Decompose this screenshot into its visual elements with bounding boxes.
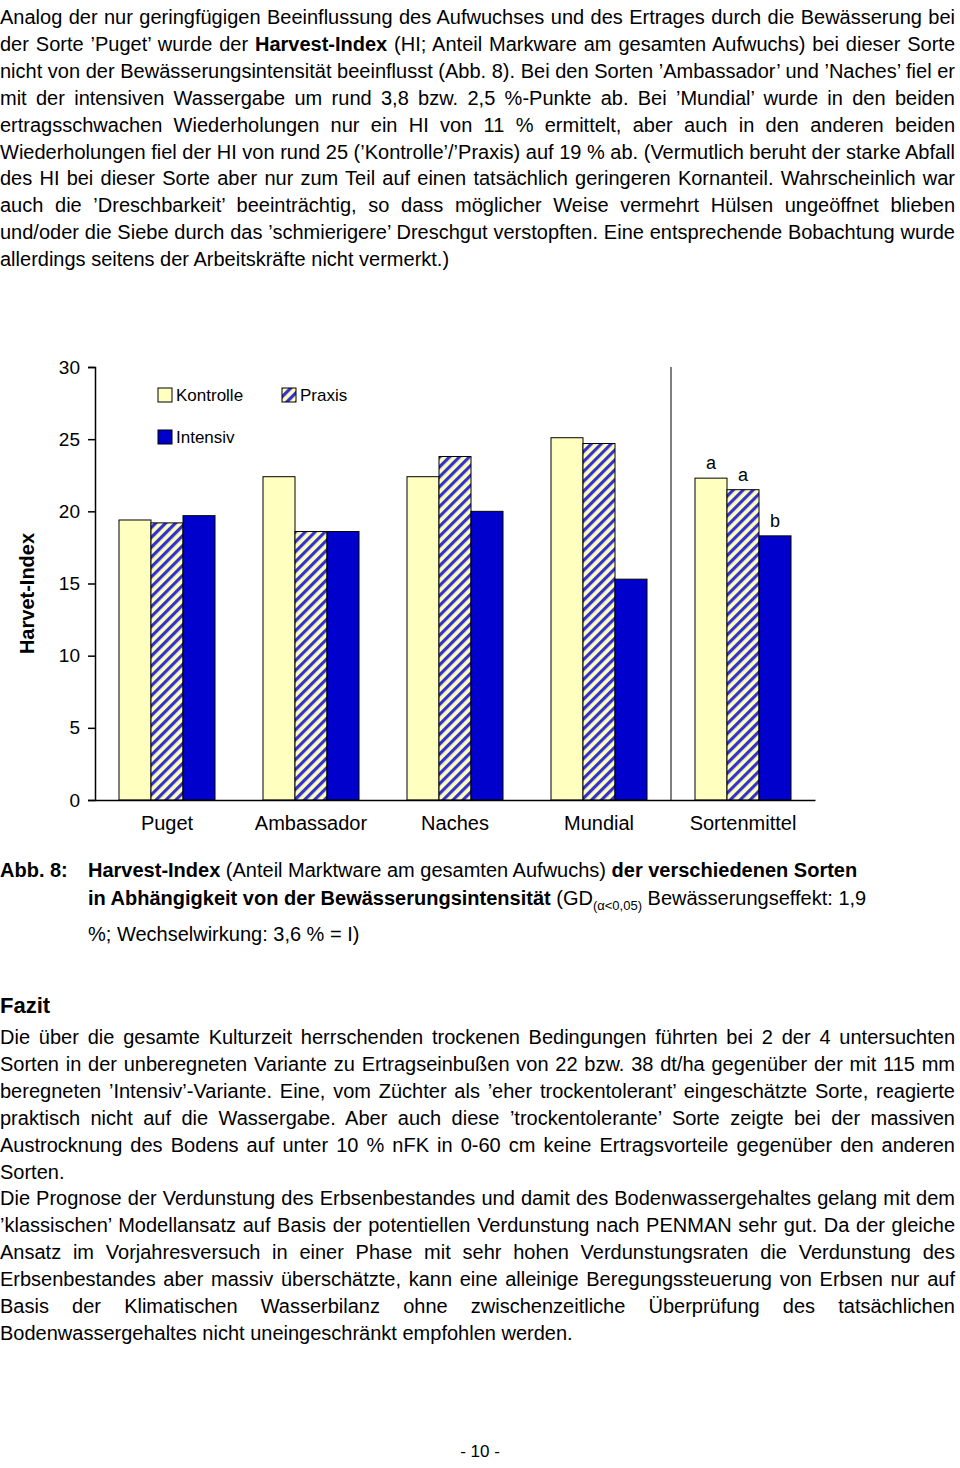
tick-mark (88, 728, 95, 730)
paragraph-group: Die über die gesamte Kulturzeit herrsche… (0, 1024, 955, 1347)
tick-label: 5 (69, 717, 80, 738)
tick: 25 (59, 429, 95, 450)
tick: 30 (59, 357, 95, 378)
legend: Kontrolle Praxis Intensiv (158, 386, 347, 447)
tick-mark (88, 511, 95, 513)
bar (727, 490, 759, 800)
tick: 15 (59, 573, 95, 594)
bar (695, 478, 727, 800)
bar (295, 532, 327, 800)
tick-label: Mundial (564, 812, 634, 834)
text-run: (α<0,05) (593, 898, 642, 913)
heading: Fazit (0, 993, 50, 1019)
paragraph: Analog der nur geringfügigen Beeinflussu… (0, 4, 955, 273)
tick-label: 30 (59, 357, 80, 378)
tick: Sortenmittel (690, 800, 797, 834)
bar (471, 511, 503, 800)
bar (551, 438, 583, 800)
tick-label: Sortenmittel (690, 812, 797, 834)
tick-label: 10 (59, 645, 80, 666)
chart-svg: 0 5 10 15 20 25 30 Puget Ambassador Naches Mundial… (0, 340, 960, 860)
bar (183, 516, 215, 800)
annotation: a (706, 453, 717, 473)
tick-mark (88, 655, 95, 657)
text-run: (Anteil Marktware am gesamten Aufwuchs) (220, 859, 606, 881)
caption-body: Harvest-Index (Anteil Marktware am gesam… (88, 856, 875, 948)
tick: Puget (141, 800, 194, 834)
paragraph-text: Die Prognose der Verdunstung des Erbsenb… (0, 1185, 955, 1346)
annotation: b (770, 511, 780, 531)
tick: Naches (421, 800, 489, 834)
tick: 0 (69, 790, 95, 811)
tick-label: 20 (59, 501, 80, 522)
text-run: (GD (551, 887, 593, 909)
tick: Ambassador (255, 800, 368, 834)
tick-label: 0 (69, 790, 80, 811)
legend-item: Intensiv (158, 428, 235, 447)
bar (327, 532, 359, 800)
legend-swatch (158, 388, 172, 402)
legend-label: Kontrolle (176, 386, 243, 405)
text-run: Harvest-Index (255, 33, 387, 55)
paragraph-text: Die über die gesamte Kulturzeit herrsche… (0, 1024, 955, 1185)
tick: Mundial (564, 800, 634, 834)
caption: Abb. 8: Harvest-Index (Anteil Marktware a… (0, 856, 875, 948)
text-run: (HI; Anteil Markware am gesamten Aufwuch… (0, 33, 955, 270)
tick: 20 (59, 501, 95, 522)
tick-mark (88, 439, 95, 441)
chart: 0 5 10 15 20 25 30 Puget Ambassador Naches Mundial… (0, 340, 960, 860)
paragraph-text: Analog der nur geringfügigen Beeinflussu… (0, 4, 955, 273)
bar (759, 536, 791, 800)
legend-swatch (282, 388, 296, 402)
x-axis: Puget Ambassador Naches Mundial Sortenmittel (96, 800, 816, 834)
separator (671, 367, 672, 800)
tick-label: Ambassador (255, 812, 368, 834)
tick-label: Puget (141, 812, 194, 834)
annotation: a (738, 465, 749, 485)
page-number: - 10 - (0, 1442, 960, 1462)
tick-label: Naches (421, 812, 489, 834)
tick: 10 (59, 645, 95, 666)
bar (119, 520, 151, 800)
bar (439, 456, 471, 800)
legend-item: Praxis (282, 386, 347, 405)
caption-label: Abb. 8: (0, 856, 68, 884)
tick-label: 15 (59, 573, 80, 594)
tick-label: 25 (59, 429, 80, 450)
text-run: Die Prognose der Verdunstung des Erbsenb… (0, 1187, 955, 1344)
tick: 5 (69, 717, 95, 738)
bar (263, 477, 295, 800)
axis-title: Harvet-Index (16, 533, 38, 654)
bar (583, 443, 615, 800)
axis-line (96, 800, 816, 802)
bar (407, 477, 439, 800)
legend-label: Praxis (300, 386, 347, 405)
bar (615, 579, 647, 800)
tick-mark (88, 367, 95, 369)
plot-area (119, 438, 791, 800)
legend-swatch (158, 430, 172, 444)
text-run: Die über die gesamte Kulturzeit herrsche… (0, 1026, 955, 1183)
bar (151, 523, 183, 800)
legend-label: Intensiv (176, 428, 235, 447)
y-axis: 0 5 10 15 20 25 30 (59, 357, 96, 811)
legend-item: Kontrolle (158, 386, 243, 405)
text-run: Harvest-Index (88, 859, 220, 881)
axis-line (88, 368, 96, 801)
tick-mark (88, 583, 95, 585)
tick-mark (88, 800, 95, 802)
